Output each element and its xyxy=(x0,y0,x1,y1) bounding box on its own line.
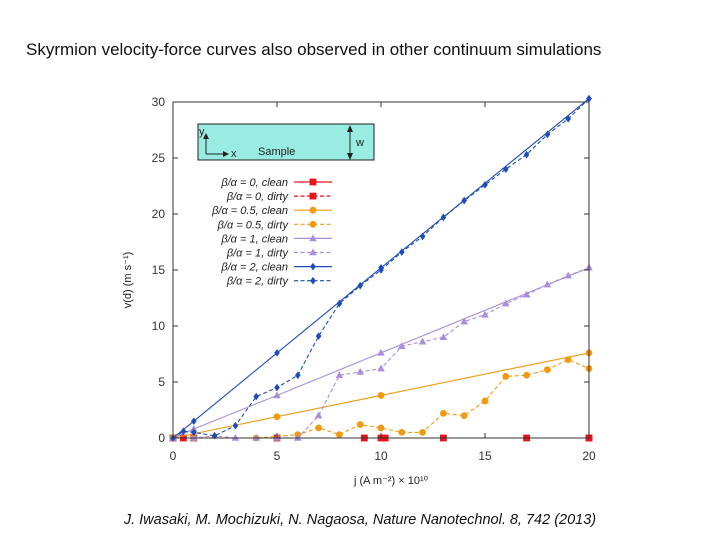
y-tick-label: 10 xyxy=(152,319,166,333)
legend-marker xyxy=(310,277,316,285)
velocity-force-chart: Sampleyxw β/α = 0, cleanβ/α = 0, dirtyβ/… xyxy=(0,0,720,500)
legend-label: β/α = 2, dirty xyxy=(226,276,290,288)
data-point xyxy=(502,373,509,380)
x-tick-label: 5 xyxy=(274,449,281,463)
data-point xyxy=(191,417,197,425)
data-point xyxy=(482,398,489,405)
legend-label: β/α = 1, clean xyxy=(220,233,288,245)
legend-marker xyxy=(310,263,316,271)
inset-x-label: x xyxy=(231,148,237,160)
y-tick-label: 0 xyxy=(158,431,165,445)
legend-item-8: β/α = 2, dirty xyxy=(226,276,332,288)
legend-marker xyxy=(310,179,317,186)
data-point xyxy=(378,425,385,432)
legend-label: β/α = 0, dirty xyxy=(226,191,290,203)
data-point xyxy=(274,349,280,357)
data-point xyxy=(398,429,405,436)
y-tick-label: 5 xyxy=(158,375,165,389)
legend-item-2: β/α = 0, dirty xyxy=(226,191,332,203)
legend-label: β/α = 0.5, dirty xyxy=(217,219,290,231)
data-point xyxy=(440,410,447,417)
legend-item-5: β/α = 1, clean xyxy=(220,233,332,245)
legend-label: β/α = 0.5, clean xyxy=(211,205,288,217)
legend-marker xyxy=(310,207,317,214)
data-point xyxy=(274,413,281,420)
legend-item-6: β/α = 1, dirty xyxy=(226,248,332,260)
data-point xyxy=(503,165,509,173)
data-point xyxy=(565,356,572,363)
inset-width-label: w xyxy=(355,137,364,149)
data-point xyxy=(357,421,364,428)
legend: β/α = 0, clean β/α = 0, dirty β/α = 0.5, c… xyxy=(211,177,332,288)
citation: J. Iwasaki, M. Mochizuki, N. Nagaosa, Na… xyxy=(0,512,720,528)
x-tick-label: 15 xyxy=(478,449,492,463)
data-point xyxy=(419,429,426,436)
data-point xyxy=(315,425,322,432)
y-axis-label: v(d) (m s⁻¹) xyxy=(122,252,134,309)
legend-item-1: β/α = 0, clean xyxy=(220,177,332,189)
legend-label: β/α = 0, clean xyxy=(220,177,288,189)
data-point xyxy=(461,412,468,419)
data-point xyxy=(378,392,385,399)
x-axis-label: j (A m⁻²) × 10¹⁰ xyxy=(353,475,429,487)
y-tick-label: 30 xyxy=(152,95,166,109)
legend-label: β/α = 2, clean xyxy=(220,262,288,274)
data-point xyxy=(315,412,323,419)
data-point xyxy=(336,431,343,438)
data-point xyxy=(419,338,427,345)
x-tick-label: 20 xyxy=(582,449,596,463)
y-tick-label: 15 xyxy=(152,263,166,277)
x-tick-label: 10 xyxy=(374,449,388,463)
data-point xyxy=(441,214,447,222)
legend-item-3: β/α = 0.5, clean xyxy=(211,205,332,217)
inset-y-label: y xyxy=(199,126,205,138)
data-point xyxy=(523,372,530,379)
data-point xyxy=(274,384,280,392)
y-tick-label: 20 xyxy=(152,207,166,221)
legend-label: β/α = 1, dirty xyxy=(226,248,290,260)
legend-item-7: β/α = 2, clean xyxy=(220,262,332,274)
series-5 xyxy=(169,264,593,441)
legend-marker xyxy=(310,193,317,200)
y-tick-label: 25 xyxy=(152,151,166,165)
legend-marker xyxy=(310,221,317,228)
inset-sample-label: Sample xyxy=(258,146,295,158)
data-point xyxy=(420,233,426,241)
data-point xyxy=(233,422,239,430)
x-tick-label: 0 xyxy=(170,449,177,463)
data-point xyxy=(544,366,551,373)
data-point xyxy=(586,95,592,103)
inset-diagram: Sample y x w xyxy=(198,124,374,160)
data-point xyxy=(440,333,448,340)
legend-item-4: β/α = 0.5, dirty xyxy=(217,219,332,231)
